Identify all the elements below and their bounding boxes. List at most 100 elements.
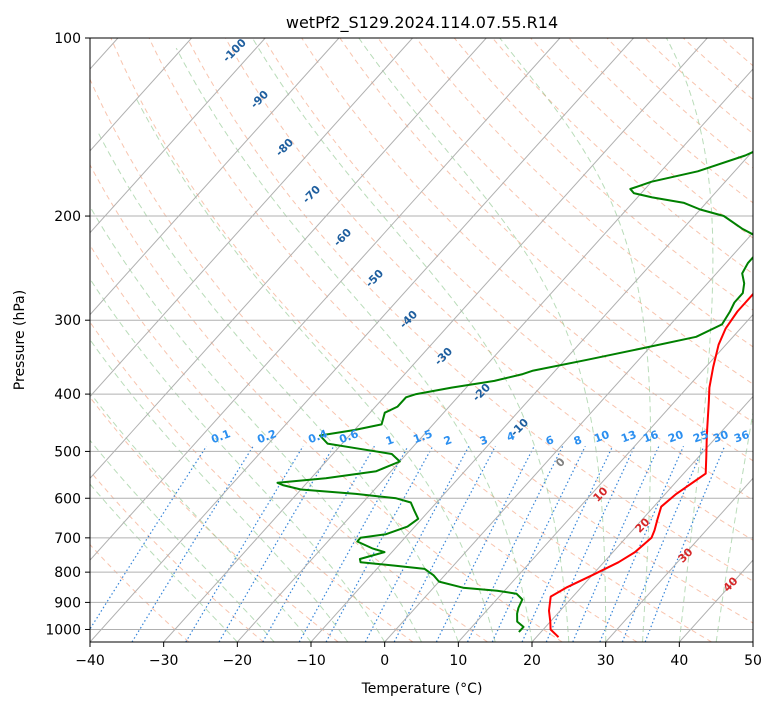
dry-adiabat-label: 0 [553, 455, 568, 470]
mixing-ratio-lines [90, 445, 726, 642]
dry-adiabat-line [90, 321, 414, 642]
dry-adiabat-line [415, 38, 753, 348]
dry-adiabats [90, 38, 753, 642]
mixing-ratio-line [218, 445, 335, 642]
x-axis-title: Temperature (°C) [361, 681, 483, 697]
mixing-ratio-label: 13 [619, 428, 638, 445]
isotherm-line [90, 38, 634, 642]
isotherm-line [752, 641, 753, 642]
y-tick-label: 500 [54, 444, 81, 460]
dry-adiabat-line [90, 543, 190, 642]
mixing-ratio-label: 0.1 [209, 427, 232, 446]
mixing-ratio-line [599, 445, 685, 642]
x-tick-label: −30 [149, 653, 179, 669]
x-tick-label: −20 [223, 653, 253, 669]
dry-adiabat-line [110, 38, 712, 642]
plot-frame [89, 37, 754, 643]
isotherm-line [90, 38, 413, 398]
isotherm-line [457, 313, 753, 642]
temperature-line [548, 292, 753, 638]
isotherm-line [531, 395, 753, 642]
mixing-ratio-label: 36 [732, 428, 751, 446]
mixing-ratio-line [298, 445, 409, 642]
mixing-ratio-label: 4 [505, 429, 517, 444]
moist-adiabat-line [90, 483, 238, 642]
mixing-ratio-line [572, 445, 660, 642]
x-axis: −40 −30 −20 −10 0 10 20 30 40 50 [75, 642, 762, 669]
moist-adiabat-line [499, 38, 652, 642]
mixing-ratio-label: 1 [384, 433, 396, 448]
y-tick-label: 600 [54, 491, 81, 507]
y-tick-label: 100 [54, 31, 81, 47]
chart-title: wetPf2_S129.2024.114.07.55.R14 [286, 13, 558, 33]
mixing-ratio-label: 1.5 [411, 427, 434, 446]
moist-adiabat-line [665, 38, 714, 642]
profile-series [276, 150, 753, 638]
x-tick-label: 30 [597, 653, 615, 669]
dry-adiabat-line [492, 38, 753, 275]
isotherm-line [90, 38, 340, 316]
dry-adiabat-label: -50 [363, 267, 386, 290]
isotherm-line [310, 150, 753, 642]
mixing-ratio-line [131, 445, 254, 642]
isotherm-line [236, 68, 753, 642]
mixing-ratio-label: 0.2 [255, 427, 278, 446]
mixing-ratio-label: 20 [666, 428, 685, 446]
dry-adiabat-line [530, 38, 753, 239]
y-tick-label: 900 [54, 595, 81, 611]
dry-adiabat-line [377, 38, 753, 385]
isobar-grid-lines [90, 38, 753, 630]
x-tick-label: 10 [449, 653, 467, 669]
dry-adiabat-label: -70 [300, 183, 323, 206]
dry-adiabat-line [263, 38, 753, 501]
isotherm-line [678, 559, 753, 642]
moist-adiabat-line [90, 391, 312, 642]
isotherm-line [163, 38, 708, 642]
moist-adiabat-line [715, 409, 753, 642]
mixing-ratio-line [521, 445, 614, 642]
y-tick-label: 300 [54, 313, 81, 329]
moist-adiabat-line [358, 38, 607, 642]
x-tick-label: 40 [670, 653, 688, 669]
mixing-ratio-label: 10 [592, 428, 611, 446]
isotherm-line [90, 38, 192, 152]
x-tick-label: −10 [296, 653, 326, 669]
y-tick-label: 800 [54, 565, 81, 581]
dry-adiabat-line [339, 38, 753, 423]
mixing-ratio-label: 3 [478, 433, 490, 448]
dry-adiabat-line [148, 38, 753, 624]
isotherm-lines [90, 38, 753, 642]
y-tick-label: 1000 [45, 622, 81, 638]
y-tick-label: 200 [54, 209, 81, 225]
dry-adiabat-line [224, 38, 753, 541]
mixing-ratio-label: 0.6 [337, 427, 360, 446]
isotherm-line [90, 38, 266, 234]
isotherm-line [90, 38, 561, 561]
dry-adiabat-line [90, 244, 488, 642]
y-axis: 1000 900 800 700 600 500 400 300 200 100 [45, 31, 90, 638]
mixing-ratio-line [364, 445, 470, 642]
x-tick-label: −40 [75, 653, 105, 669]
moist-adiabat-line [90, 205, 422, 642]
mixing-ratio-line [644, 445, 726, 642]
dry-adiabat-line [568, 38, 753, 204]
y-tick-label: 400 [54, 387, 81, 403]
x-tick-label: 20 [523, 653, 541, 669]
y-axis-title: Pressure (hPa) [12, 290, 28, 390]
x-tick-label: 50 [744, 653, 762, 669]
mixing-ratio-label: 30 [711, 428, 730, 446]
dewpoint-line [276, 150, 753, 633]
mixing-ratio-line [435, 445, 535, 642]
mixing-ratio-label: 0.4 [306, 427, 329, 446]
dry-adiabat-line [90, 470, 264, 642]
moist-adiabat-line [251, 38, 570, 642]
mixing-ratio-line [491, 445, 586, 642]
dry-adiabat-line [186, 38, 753, 582]
plot-background [90, 38, 753, 642]
mixing-ratio-label: 2 [442, 433, 454, 448]
isotherm-line [605, 477, 753, 642]
isotherm-line [384, 231, 753, 642]
background-labels: -100-90-80-70-60-50-40-30-20-10010203040… [209, 36, 751, 595]
dry-adiabat-line [90, 163, 563, 642]
mixing-ratio-label: 25 [691, 428, 710, 445]
